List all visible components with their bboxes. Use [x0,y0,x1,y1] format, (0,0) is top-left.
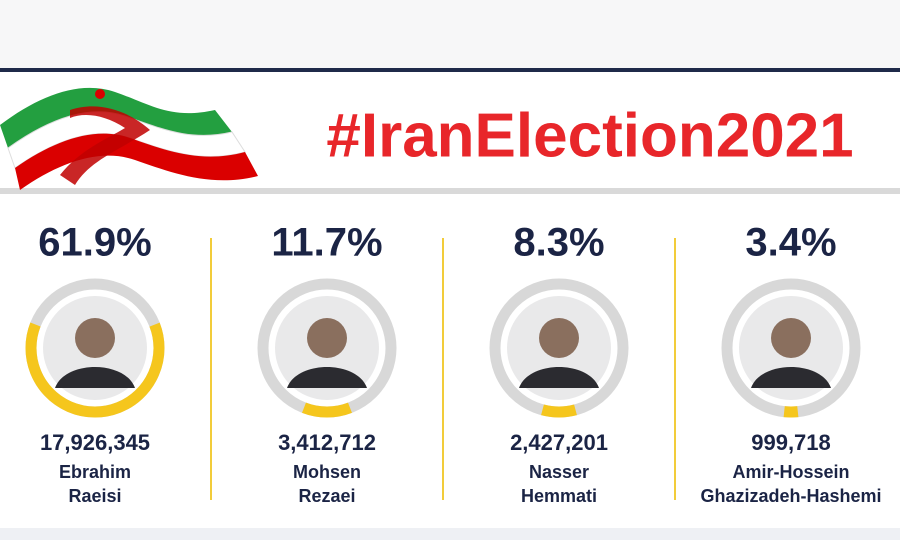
votes: 17,926,345 [40,430,150,455]
portrait-body [751,367,831,388]
portrait-head [75,318,115,358]
candidate-name: Raeisi [68,486,121,506]
portrait-head [307,318,347,358]
portrait-body [519,367,599,388]
portrait-head [539,318,579,358]
share-label: 11.7% [271,221,382,265]
bottom-strip [0,528,900,540]
votes: 3,412,712 [278,430,376,455]
share-ring [25,278,165,418]
votes: 999,718 [751,430,831,455]
candidate-name: Amir-Hossein [732,462,849,482]
portrait-body [55,367,135,388]
share-label: 61.9% [38,221,151,265]
portrait-body [287,367,367,388]
candidate-name: Rezaei [298,486,355,506]
header-rule [0,68,900,72]
candidate-name: Hemmati [521,486,597,506]
top-strip [0,0,900,68]
candidate-name: Ghazizadeh-Hashemi [700,486,881,506]
header-bottom-rule [0,188,900,194]
votes: 2,427,201 [510,430,608,455]
candidate-name: Mohsen [293,462,361,482]
share-ring [489,278,629,418]
share-ring [721,278,861,418]
candidate-name: Nasser [529,462,589,482]
candidate-name: Ebrahim [59,462,131,482]
portrait-head [771,318,811,358]
share-label: 3.4% [745,221,836,265]
title: #IranElection2021 [326,101,853,170]
share-label: 8.3% [513,221,604,265]
share-ring [257,278,397,418]
flag-ribbon [0,87,258,190]
